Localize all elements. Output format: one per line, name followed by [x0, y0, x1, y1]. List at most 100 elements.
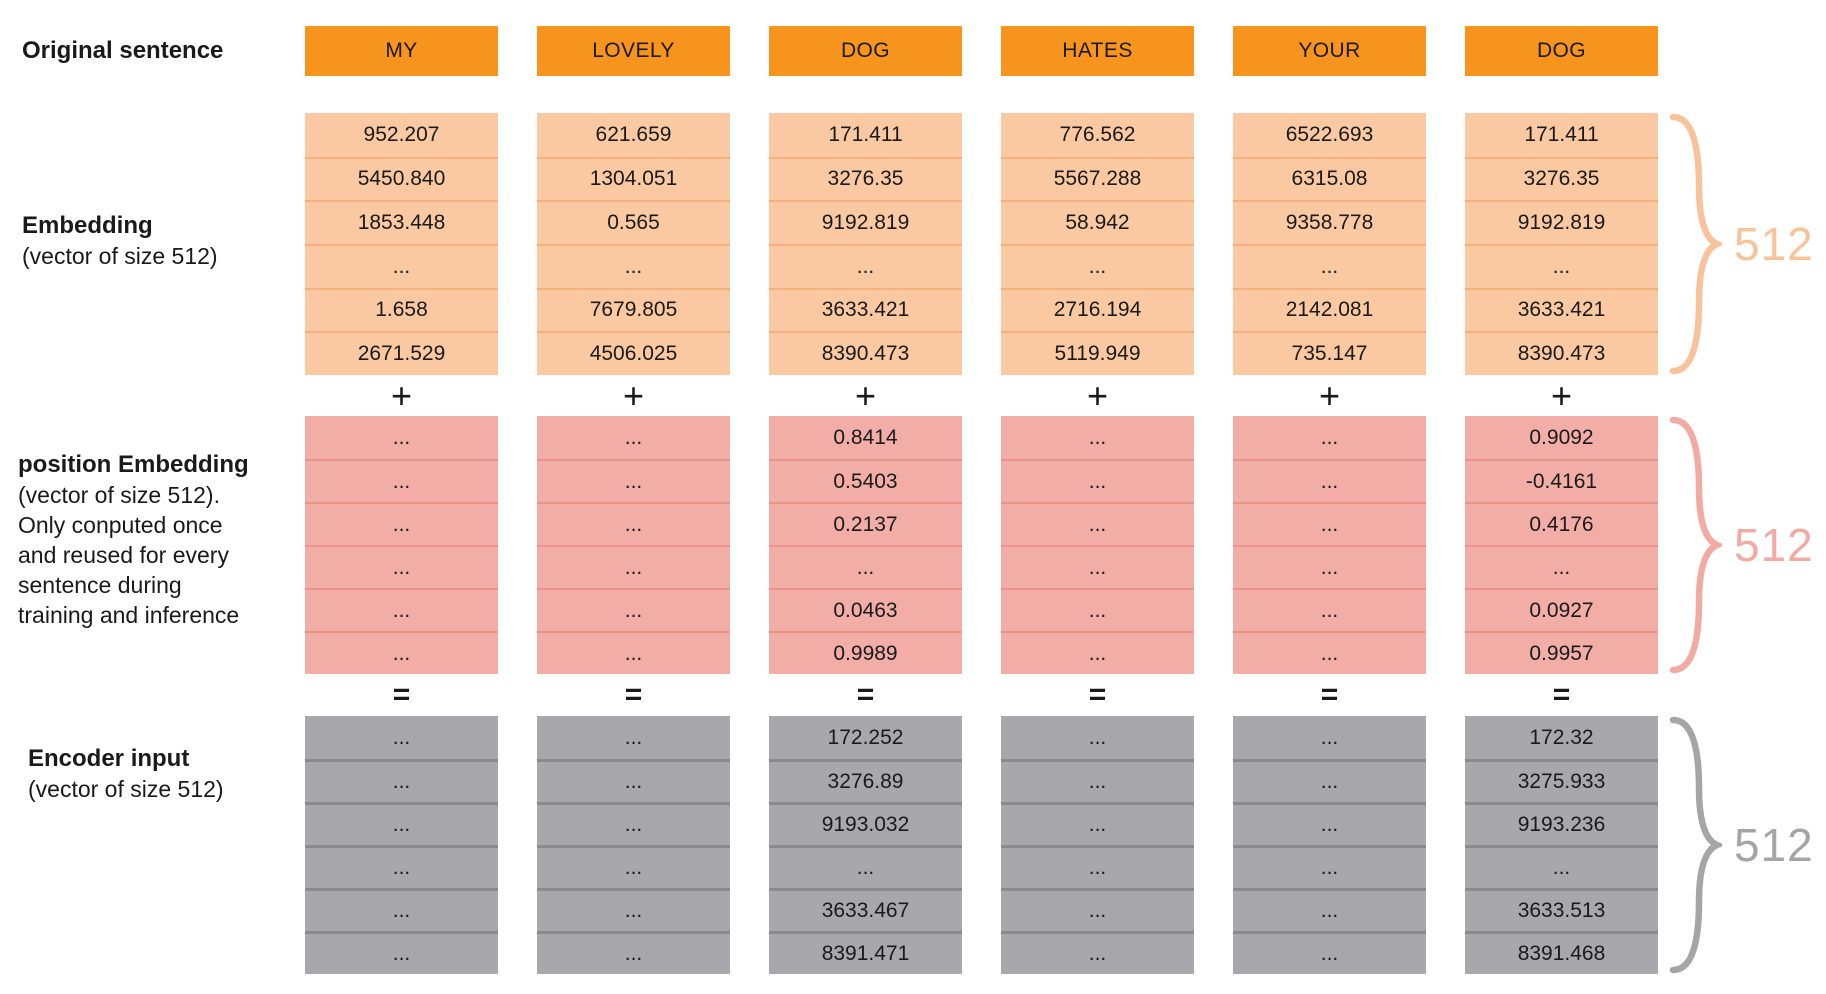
- vector-cell: ...: [1233, 802, 1426, 845]
- embedding-label: Embedding (vector of size 512): [22, 211, 218, 271]
- vector-cell: ...: [1233, 545, 1426, 588]
- vector-cell: ...: [537, 759, 730, 802]
- position-embedding-label-title: position Embedding: [18, 451, 249, 478]
- encoder-input-vector: ..................: [537, 716, 730, 974]
- position-embedding-row: .................. .................. 0.…: [305, 416, 1658, 674]
- embedding-vector: 952.207 5450.840 1853.448... 1.658 2671.529: [305, 113, 498, 375]
- vector-cell: 1.658: [305, 287, 498, 332]
- embedding-vector: 621.659 1304.051 0.565... 7679.805 4506.025: [537, 113, 730, 375]
- vector-cell: 9193.236: [1465, 802, 1658, 845]
- vector-cell: ...: [1001, 802, 1194, 845]
- position-embedding-vector: 0.9092 -0.4161 0.4176... 0.0927 0.9957: [1465, 416, 1658, 674]
- vector-cell: 735.147: [1233, 331, 1426, 375]
- vector-cell: ...: [305, 459, 498, 502]
- position-embedding-vector: ..................: [1001, 416, 1194, 674]
- vector-cell: ...: [305, 888, 498, 931]
- plus-operator: +: [769, 375, 962, 417]
- vector-cell: 2142.081: [1233, 287, 1426, 332]
- vector-cell: 172.32: [1529, 725, 1594, 749]
- equals-sign: =: [1552, 678, 1571, 711]
- vector-cell: ...: [1465, 545, 1658, 588]
- vector-cell: ...: [1233, 244, 1426, 288]
- vector-cell: 9192.819: [769, 200, 962, 244]
- vector-cell: ...: [392, 725, 411, 749]
- vector-cell: ...: [537, 931, 730, 974]
- encoder-input-row: .................. .................. 17…: [305, 716, 1658, 974]
- plus-sign: +: [854, 375, 877, 416]
- token-chip: LOVELY: [537, 26, 730, 76]
- vector-cell: 172.252: [827, 725, 904, 749]
- vector-cell: 5119.949: [1001, 331, 1194, 375]
- encoder-input-label-sub: (vector of size 512): [28, 776, 224, 802]
- vector-cell: ...: [537, 888, 730, 931]
- vector-cell: ...: [537, 802, 730, 845]
- vector-cell: 171.411: [828, 122, 903, 146]
- equals-operator: =: [769, 674, 962, 716]
- vector-cell: 3275.933: [1465, 759, 1658, 802]
- token-chip: MY: [305, 26, 498, 76]
- vector-cell: ...: [1465, 845, 1658, 888]
- plus-operator: +: [305, 375, 498, 417]
- original-sentence-label: Original sentence: [22, 37, 224, 64]
- vector-cell: ...: [305, 588, 498, 631]
- vector-cell: -0.4161: [1465, 459, 1658, 502]
- vector-cell: ...: [537, 631, 730, 674]
- token-chip: DOG: [769, 26, 962, 76]
- vector-cell: 8391.468: [1465, 931, 1658, 974]
- vector-cell: ...: [1001, 545, 1194, 588]
- vector-cell: 0.4176: [1465, 502, 1658, 545]
- equals-sign: =: [856, 678, 875, 711]
- plus-sign: +: [622, 375, 645, 416]
- vector-cell: 0.9957: [1465, 631, 1658, 674]
- equals-operator: =: [305, 674, 498, 716]
- embedding-vector: 171.411 3276.35 9192.819... 3633.421 8390.47…: [769, 113, 962, 375]
- vector-cell: 2716.194: [1001, 287, 1194, 332]
- embedding-vector: 776.562 5567.288 58.942... 2716.194 5119.949: [1001, 113, 1194, 375]
- vector-cell: 0.2137: [769, 502, 962, 545]
- vector-cell: 3633.421: [769, 287, 962, 332]
- vector-cell: ...: [1001, 631, 1194, 674]
- brace-icon-position: [1669, 416, 1722, 674]
- vector-cell: ...: [537, 244, 730, 288]
- vector-cell: ...: [1001, 931, 1194, 974]
- dimension-label-encoder: 512: [1734, 819, 1814, 871]
- vector-cell: 8390.473: [769, 331, 962, 375]
- vector-cell: 5567.288: [1001, 156, 1194, 201]
- original-sentence-row: MY LOVELY DOG HATES YOUR DOG: [305, 26, 1658, 76]
- encoder-input-vector: ..................: [1233, 716, 1426, 974]
- vector-cell: ...: [1001, 845, 1194, 888]
- vector-cell: 0.8414: [833, 425, 898, 449]
- position-embedding-vector: ..................: [537, 416, 730, 674]
- position-embedding-vector: ..................: [305, 416, 498, 674]
- vector-cell: 1853.448: [305, 200, 498, 244]
- vector-cell: 3276.35: [1465, 156, 1658, 201]
- vector-cell: ...: [305, 802, 498, 845]
- vector-cell: ...: [305, 502, 498, 545]
- vector-cell: ...: [537, 459, 730, 502]
- vector-cell: ...: [769, 244, 962, 288]
- vector-cell: ...: [1001, 588, 1194, 631]
- plus-sign: +: [390, 375, 413, 416]
- brace-icon-encoder: [1669, 716, 1722, 974]
- vector-cell: ...: [537, 502, 730, 545]
- vector-cell: ...: [1001, 459, 1194, 502]
- vector-cell: ...: [1233, 931, 1426, 974]
- position-embedding-label-line: and reused for every: [18, 542, 229, 568]
- vector-cell: ...: [1465, 244, 1658, 288]
- vector-cell: 0.9092: [1529, 425, 1594, 449]
- equals-sign: =: [624, 678, 643, 711]
- plus-operator: +: [1233, 375, 1426, 417]
- vector-cell: 0.0463: [769, 588, 962, 631]
- position-embedding-vector: ..................: [1233, 416, 1426, 674]
- vector-cell: ...: [769, 845, 962, 888]
- plus-operator-row: + + + + + +: [305, 375, 1658, 416]
- vector-cell: ...: [537, 845, 730, 888]
- vector-cell: ...: [392, 425, 411, 449]
- vector-cell: 0.0927: [1465, 588, 1658, 631]
- vector-cell: 0.5403: [769, 459, 962, 502]
- vector-cell: 8390.473: [1465, 331, 1658, 375]
- equals-operator: =: [537, 674, 730, 716]
- position-embedding-label-line: sentence during: [18, 572, 182, 598]
- vector-cell: ...: [1001, 888, 1194, 931]
